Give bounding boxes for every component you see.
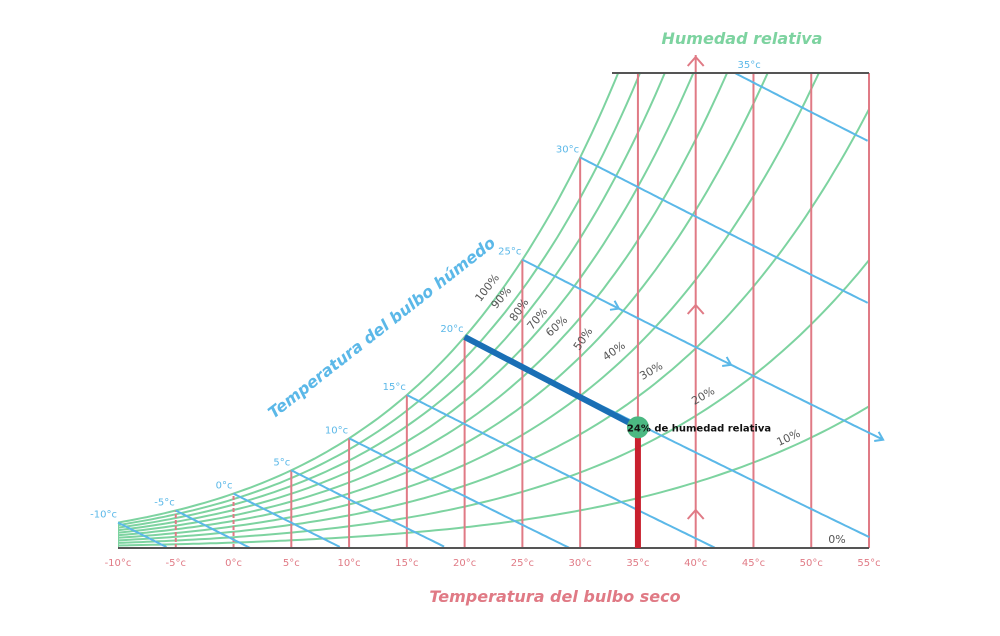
wet-bulb-line — [117, 521, 167, 548]
wet-bulb-label: 25°c — [498, 247, 521, 258]
wet-bulb-line — [290, 469, 445, 548]
rh-curve-30 — [118, 108, 869, 548]
dry-bulb-tick-label: 55°c — [857, 558, 880, 569]
wet-bulb-line — [734, 72, 869, 142]
wet-bulb-label: 35°c — [738, 60, 761, 71]
wet-bulb-label: -5°c — [154, 498, 174, 509]
wet-bulb-label: 10°c — [325, 425, 348, 436]
wet-bulb-line — [348, 437, 570, 549]
dry-bulb-tick-label: 45°c — [742, 558, 765, 569]
dry-bulb-arrow — [686, 508, 705, 520]
dry-bulb-tick-label: 40°c — [684, 558, 707, 569]
dry-bulb-tick-label: 20°c — [453, 558, 476, 569]
wet-bulb-line — [579, 156, 869, 304]
rh-label: 0% — [828, 533, 845, 546]
highlight-label: 24% de humedad relativa — [627, 423, 771, 434]
dry-bulb-tick-label: 5°c — [283, 558, 300, 569]
dry-bulb-tick-label: 0°c — [225, 558, 242, 569]
title-humedad-relativa: Humedad relativa — [662, 29, 823, 48]
rh-curve-20 — [118, 259, 869, 548]
wet-bulb-line — [233, 492, 341, 548]
rh-curve-60 — [118, 73, 729, 548]
rh-label: 60% — [543, 313, 570, 339]
highlight-wet-bulb-line — [463, 334, 640, 430]
arrows — [609, 55, 885, 520]
dry-bulb-tick-label: 50°c — [800, 558, 823, 569]
rh-label: 10% — [775, 427, 803, 449]
dry-bulb-arrow — [686, 303, 705, 315]
dry-bulb-tick-label: 35°c — [626, 558, 649, 569]
highlight-point — [626, 416, 649, 439]
wet-bulb-label: 20°c — [440, 324, 463, 335]
rh-curve-80 — [118, 73, 666, 548]
labels: -10°c -5°c 0°c 5°c 10°c 15°c 20°c 25°c 30°c 35°c 4… — [90, 60, 880, 569]
rh-curve-70 — [118, 73, 695, 548]
wet-bulb-line — [175, 509, 251, 549]
dry-bulb-tick-label: 10°c — [337, 558, 360, 569]
wet-bulb-label: 30°c — [556, 144, 579, 155]
wet-bulb-label: 15°c — [383, 382, 406, 393]
wet-bulb-line — [521, 258, 884, 441]
wet-bulb-arrow — [722, 356, 733, 368]
wet-bulb-label: 5°c — [273, 457, 290, 468]
wet-bulb-arrow — [609, 300, 621, 311]
wet-bulb-line — [406, 394, 716, 549]
wet-bulb-label: -10°c — [90, 510, 117, 521]
wet-bulb-arrow — [874, 431, 885, 442]
dry-bulb-tick-label: 15°c — [395, 558, 418, 569]
dry-bulb-arrow — [686, 55, 705, 67]
rh-curve-40 — [118, 73, 820, 548]
rh-curve-100 — [118, 73, 620, 548]
highlight: 24% de humedad relativa — [463, 334, 771, 548]
rh-curve-90 — [118, 73, 642, 548]
dry-bulb-tick-label: 25°c — [511, 558, 534, 569]
x-axis-title: Temperatura del bulbo seco — [429, 587, 680, 606]
wet-bulb-label: 0°c — [216, 481, 233, 492]
dry-bulb-tick-label: -10°c — [105, 558, 132, 569]
relative-humidity-curves — [118, 73, 869, 548]
wet-bulb-lines — [117, 72, 884, 549]
rh-label: 50% — [571, 325, 596, 352]
dry-bulb-tick-label: 30°c — [569, 558, 592, 569]
dry-bulb-tick-label: -5°c — [166, 558, 186, 569]
rh-curve-50 — [118, 73, 769, 548]
